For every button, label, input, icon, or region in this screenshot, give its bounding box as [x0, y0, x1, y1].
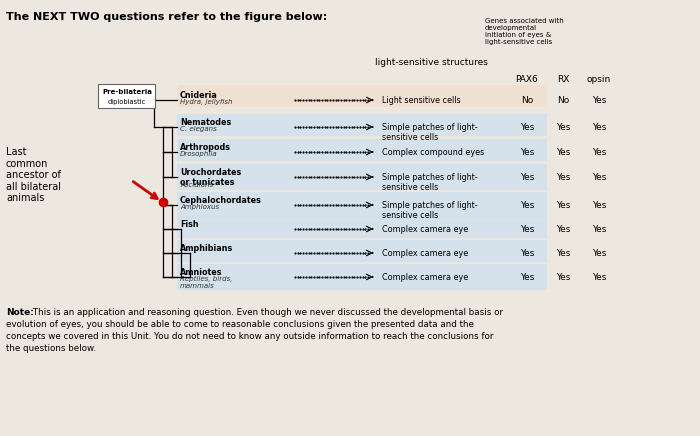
Text: Pre-bilateria: Pre-bilateria [102, 89, 152, 95]
Text: opsin: opsin [587, 75, 611, 84]
Text: Urochordates
or tunicates: Urochordates or tunicates [180, 168, 242, 187]
Text: Yes: Yes [520, 272, 534, 282]
FancyBboxPatch shape [98, 84, 155, 108]
Text: light-sensitive structures: light-sensitive structures [375, 58, 488, 67]
Text: Yes: Yes [520, 173, 534, 181]
Text: Simple patches of light-
sensitive cells: Simple patches of light- sensitive cells [382, 123, 477, 143]
Text: Yes: Yes [520, 147, 534, 157]
Text: Yes: Yes [556, 147, 570, 157]
Text: evolution of eyes, you should be able to come to reasonable conclusions given th: evolution of eyes, you should be able to… [6, 320, 474, 329]
Bar [177, 264, 547, 290]
Text: concepts we covered in this Unit. You do not need to know any outside informatio: concepts we covered in this Unit. You do… [6, 332, 494, 341]
Text: Fish: Fish [180, 220, 199, 229]
Text: Last
common
ancestor of
all bilateral
animals: Last common ancestor of all bilateral an… [6, 147, 61, 204]
Text: No: No [557, 95, 569, 105]
Text: Yes: Yes [520, 225, 534, 234]
Text: diplobiastic: diplobiastic [108, 99, 146, 105]
Text: Yes: Yes [556, 123, 570, 132]
Text: RX: RX [556, 75, 569, 84]
Text: C. elegans: C. elegans [180, 126, 217, 132]
Text: Yes: Yes [592, 123, 606, 132]
Text: Ascidians: Ascidians [180, 182, 213, 188]
Text: Yes: Yes [520, 123, 534, 132]
Text: Amphibians: Amphibians [180, 244, 233, 253]
Text: Nematodes: Nematodes [180, 118, 231, 127]
Text: Simple patches of light-
sensitive cells: Simple patches of light- sensitive cells [382, 173, 477, 192]
Text: Amphioxus: Amphioxus [180, 204, 219, 210]
Text: Genes associated with
developmental
initiation of eyes &
light-sensitive cells: Genes associated with developmental init… [485, 18, 564, 45]
Text: Amniotes: Amniotes [180, 268, 223, 277]
Text: Simple patches of light-
sensitive cells: Simple patches of light- sensitive cells [382, 201, 477, 221]
Text: Yes: Yes [592, 272, 606, 282]
Bar [177, 139, 547, 161]
Text: Yes: Yes [592, 201, 606, 210]
Text: Yes: Yes [556, 249, 570, 258]
Text: Yes: Yes [592, 225, 606, 234]
Bar [177, 85, 547, 107]
Text: Yes: Yes [556, 173, 570, 181]
Text: This is an application and reasoning question. Even though we never discussed th: This is an application and reasoning que… [30, 308, 503, 317]
Text: the questions below.: the questions below. [6, 344, 96, 353]
Text: Light sensitive cells: Light sensitive cells [382, 96, 461, 105]
Text: Cephalochordates: Cephalochordates [180, 196, 262, 205]
Bar [177, 216, 547, 238]
Text: Complex camera eye: Complex camera eye [382, 273, 468, 282]
Text: Yes: Yes [592, 249, 606, 258]
Text: Yes: Yes [556, 225, 570, 234]
Text: Yes: Yes [592, 95, 606, 105]
Text: Yes: Yes [592, 147, 606, 157]
Text: Complex camera eye: Complex camera eye [382, 225, 468, 234]
Text: PAX6: PAX6 [516, 75, 538, 84]
Text: No: No [521, 95, 533, 105]
Bar [177, 240, 547, 262]
Text: Complex camera eye: Complex camera eye [382, 249, 468, 258]
Text: Arthropods: Arthropods [180, 143, 231, 152]
Text: Note:: Note: [6, 308, 34, 317]
Bar [177, 192, 547, 218]
Text: Hydra, jellyfish: Hydra, jellyfish [180, 99, 232, 105]
Text: Reptiles, birds,
mammals: Reptiles, birds, mammals [180, 276, 232, 289]
Text: Yes: Yes [556, 272, 570, 282]
Text: Yes: Yes [556, 201, 570, 210]
Text: Yes: Yes [520, 201, 534, 210]
Bar [177, 114, 547, 136]
Bar [177, 164, 547, 190]
Text: Drosophila: Drosophila [180, 151, 218, 157]
Text: Yes: Yes [592, 173, 606, 181]
Text: Cnideria: Cnideria [180, 91, 218, 100]
Text: The NEXT TWO questions refer to the figure below:: The NEXT TWO questions refer to the figu… [6, 12, 328, 22]
Text: Complex compound eyes: Complex compound eyes [382, 148, 484, 157]
Text: Yes: Yes [520, 249, 534, 258]
